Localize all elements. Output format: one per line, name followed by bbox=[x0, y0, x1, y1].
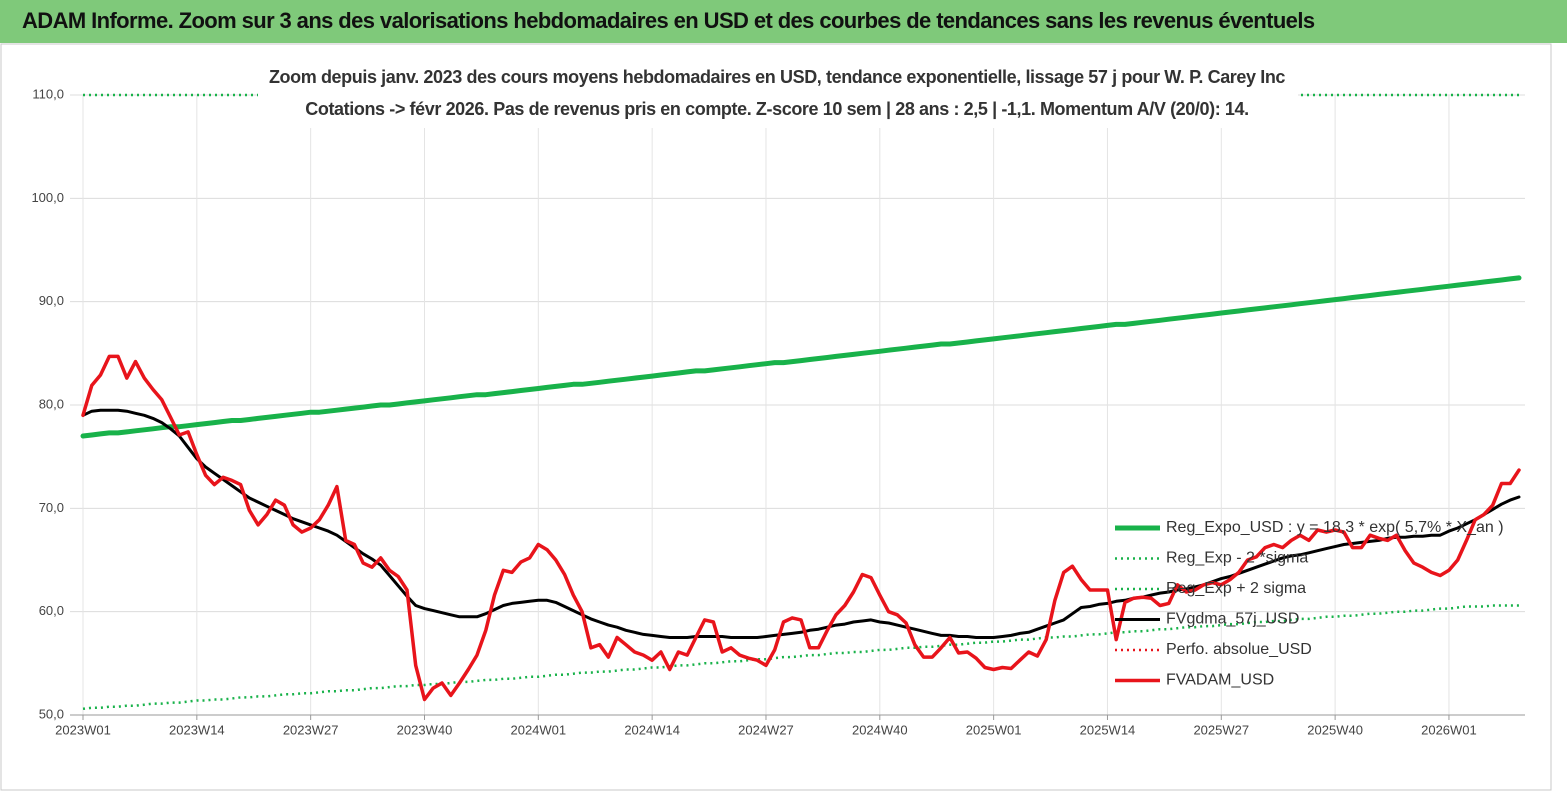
y-tick-label: 50,0 bbox=[39, 706, 64, 721]
x-tick-label: 2025W27 bbox=[1193, 722, 1249, 737]
legend-label: Reg_Exp + 2 sigma bbox=[1166, 580, 1306, 597]
subtitle: Cotations -> févr 2026. Pas de revenus p… bbox=[305, 99, 1248, 119]
y-tick-label: 110,0 bbox=[32, 86, 64, 101]
x-tick-label: 2023W40 bbox=[397, 722, 453, 737]
x-tick-label: 2025W01 bbox=[966, 722, 1022, 737]
chart-frame bbox=[0, 43, 1552, 791]
y-tick-label: 100,0 bbox=[31, 190, 64, 205]
x-tick-label: 2025W14 bbox=[1080, 722, 1136, 737]
series-line bbox=[81, 408, 1521, 639]
x-tick-label: 2023W01 bbox=[55, 722, 111, 737]
series-line bbox=[82, 604, 1519, 711]
series-line bbox=[81, 354, 1521, 702]
subtitle-box bbox=[258, 62, 1298, 128]
x-tick-label: 2026W01 bbox=[1421, 722, 1477, 737]
y-tick-label: 80,0 bbox=[39, 396, 64, 411]
header: ADAM Informe. Zoom sur 3 ans des valoris… bbox=[0, 0, 1567, 43]
legend-label: FVgdma_57j_USD bbox=[1166, 611, 1299, 628]
y-tick-label: 90,0 bbox=[39, 293, 64, 308]
legend-label: FVADAM_USD bbox=[1166, 672, 1274, 689]
header-title: ADAM Informe. Zoom sur 3 ans des valoris… bbox=[22, 8, 1315, 33]
x-tick-label: 2024W40 bbox=[852, 722, 908, 737]
x-tick-label: 2023W14 bbox=[169, 722, 225, 737]
chart: 50,0 60,0 70,0 80,0 90,0 100,0 110,0 2023W01 202… bbox=[0, 43, 1552, 791]
y-tick-label: 60,0 bbox=[39, 603, 64, 618]
x-tick-label: 2024W27 bbox=[738, 722, 794, 737]
legend-label: Perfo. absolue_USD bbox=[1166, 641, 1312, 658]
x-tick-label: 2025W40 bbox=[1307, 722, 1363, 737]
x-tick-label: 2023W27 bbox=[283, 722, 339, 737]
series-line bbox=[80, 275, 1522, 439]
legend-label: Reg_Expo_USD : y = 18,3 * exp( 5,7% * X_… bbox=[1166, 519, 1504, 536]
legend-label: Reg_Exp - 2 *sigma bbox=[1166, 550, 1308, 567]
x-tick-label: 2024W14 bbox=[624, 722, 680, 737]
y-tick-label: 70,0 bbox=[39, 500, 64, 515]
subtitle: Zoom depuis janv. 2023 des cours moyens … bbox=[269, 67, 1285, 87]
x-tick-label: 2024W01 bbox=[510, 722, 566, 737]
